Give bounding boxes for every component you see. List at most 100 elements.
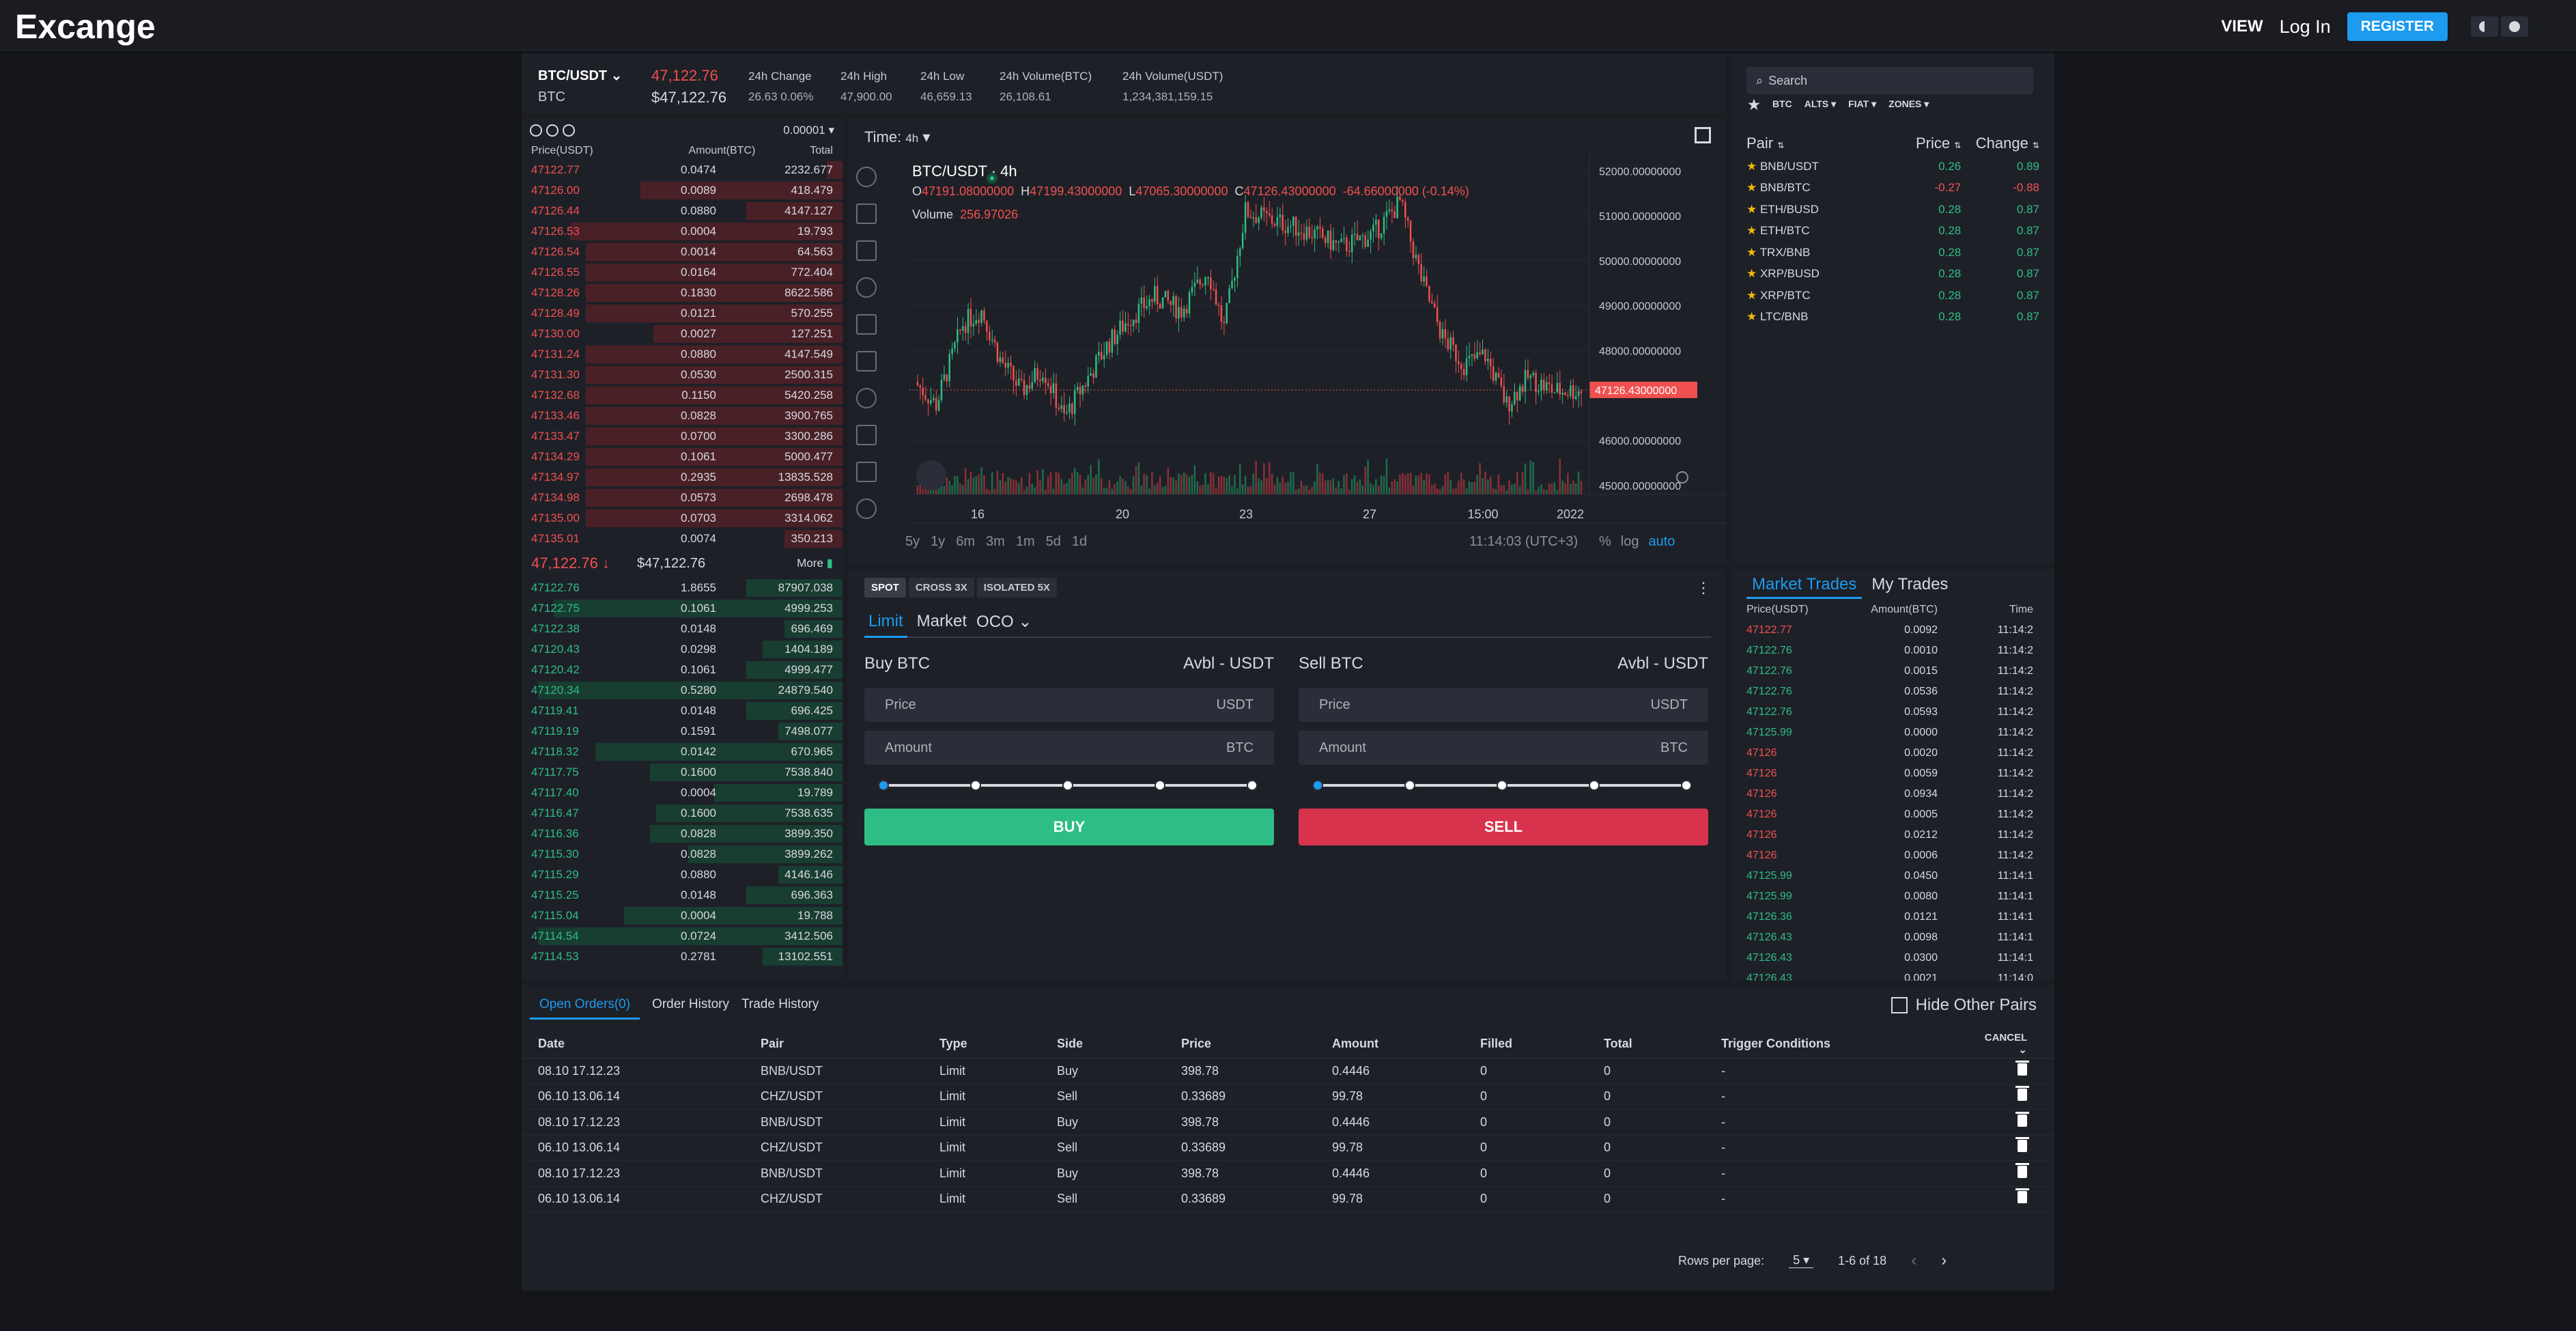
- orderbook-row[interactable]: 47114.54 0.0724 3412.506: [522, 926, 843, 947]
- orderbook-row[interactable]: 47120.34 0.5280 24879.540: [522, 680, 843, 701]
- trash-icon[interactable]: [2015, 1111, 2029, 1127]
- trash-icon[interactable]: [2015, 1162, 2029, 1178]
- register-button[interactable]: REGISTER: [2347, 12, 2448, 41]
- orderbook-row[interactable]: 47126.00 0.0089 418.479: [522, 180, 843, 201]
- tab-limit[interactable]: Limit: [864, 612, 907, 638]
- next-page-icon[interactable]: ›: [1941, 1251, 1947, 1270]
- percent-scale-toggle[interactable]: %: [1599, 534, 1611, 549]
- more-link[interactable]: More ▮: [797, 557, 833, 570]
- slider-step[interactable]: [1062, 780, 1073, 791]
- favorite-star-icon[interactable]: ★: [1746, 288, 1760, 302]
- orderbook-row[interactable]: 47126.53 0.0004 19.793: [522, 221, 843, 242]
- buy-amount-input[interactable]: Amount BTC: [864, 731, 1274, 765]
- buy-percent-slider[interactable]: [878, 779, 1258, 792]
- col-price[interactable]: Price ⇅: [1883, 135, 1961, 152]
- price-chart[interactable]: Time: 4h ▾ 52000.00000000 51000.00000000 5…: [848, 119, 1726, 564]
- tab-open-orders[interactable]: Open Orders(0): [530, 994, 640, 1020]
- orderbook-row[interactable]: 47128.26 0.1830 8622.586: [522, 283, 843, 303]
- market-row[interactable]: ★ XRP/BTC 0.28 0.87: [1731, 285, 2054, 307]
- range-5d[interactable]: 5d: [1045, 534, 1061, 549]
- orderbook-row[interactable]: 47119.41 0.0148 696.425: [522, 701, 843, 721]
- both-sides-icon[interactable]: [530, 124, 542, 137]
- tab-market-trades[interactable]: Market Trades: [1746, 575, 1863, 599]
- contrast-icon[interactable]: [2471, 16, 2498, 37]
- orderbook-row[interactable]: 47132.68 0.1150 5420.258: [522, 385, 843, 406]
- orderbook-row[interactable]: 47115.30 0.0828 3899.262: [522, 844, 843, 865]
- bids-only-icon[interactable]: [546, 124, 558, 137]
- slider-step[interactable]: [1247, 780, 1258, 791]
- star-icon[interactable]: ★: [1748, 98, 1760, 113]
- range-1y[interactable]: 1y: [931, 534, 946, 549]
- slider-step[interactable]: [1497, 780, 1508, 791]
- favorite-star-icon[interactable]: ★: [1746, 310, 1760, 324]
- favorite-star-icon[interactable]: ★: [1746, 202, 1760, 216]
- login-link[interactable]: Log In: [2279, 16, 2331, 37]
- tab-trade-history[interactable]: Trade History: [741, 997, 819, 1011]
- favorite-star-icon[interactable]: ★: [1746, 267, 1760, 281]
- orderbook-row[interactable]: 47115.29 0.0880 4146.146: [522, 865, 843, 885]
- orderbook-row[interactable]: 47119.19 0.1591 7498.077: [522, 721, 843, 742]
- market-row[interactable]: ★ LTC/BNB 0.28 0.87: [1731, 307, 2054, 328]
- tab-isolated[interactable]: ISOLATED 5X: [976, 578, 1057, 598]
- orderbook-row[interactable]: 47126.55 0.0164 772.404: [522, 262, 843, 283]
- brush-icon[interactable]: [856, 277, 877, 298]
- sell-amount-input[interactable]: Amount BTC: [1299, 731, 1708, 765]
- brand-logo[interactable]: Excange: [15, 8, 156, 46]
- tab-cross[interactable]: CROSS 3X: [908, 578, 974, 598]
- orderbook-row[interactable]: 47115.04 0.0004 19.788: [522, 906, 843, 926]
- rows-per-page-select[interactable]: 5 ▾: [1789, 1253, 1814, 1268]
- slider-step[interactable]: [1589, 780, 1600, 791]
- trash-icon[interactable]: [2015, 1188, 2029, 1204]
- cancel-all-menu[interactable]: CANCEL ⌄: [1984, 1032, 2027, 1056]
- asks-only-icon[interactable]: [563, 124, 575, 137]
- log-scale-toggle[interactable]: log: [1620, 534, 1639, 549]
- theme-toggle[interactable]: [2471, 16, 2528, 37]
- range-5y[interactable]: 5y: [905, 534, 920, 549]
- col-pair[interactable]: Pair ⇅: [1746, 135, 1883, 152]
- orderbook-row[interactable]: 47122.77 0.0474 2232.677: [522, 160, 843, 180]
- slider-handle[interactable]: [1312, 780, 1323, 791]
- auto-scale-toggle[interactable]: auto: [1648, 534, 1675, 549]
- favorite-star-icon[interactable]: ★: [1746, 181, 1760, 195]
- trash-icon[interactable]: [2015, 1137, 2029, 1153]
- measure-icon[interactable]: [856, 388, 877, 408]
- orderbook-row[interactable]: 47134.29 0.1061 5000.477: [522, 447, 843, 467]
- crosshair-icon[interactable]: [856, 167, 877, 187]
- pattern-icon[interactable]: [856, 351, 877, 372]
- filter-zones[interactable]: ZONES ▾: [1888, 98, 1929, 109]
- tab-market[interactable]: Market: [916, 612, 967, 630]
- orderbook-row[interactable]: 47117.40 0.0004 19.789: [522, 783, 843, 803]
- trend-line-icon[interactable]: [856, 204, 877, 224]
- orderbook-row[interactable]: 47135.01 0.0074 350.213: [522, 529, 843, 549]
- slider-step[interactable]: [1155, 780, 1165, 791]
- brightness-icon[interactable]: [2501, 16, 2528, 37]
- kebab-menu-icon[interactable]: ⋮: [1696, 579, 1711, 596]
- col-change[interactable]: Change ⇅: [1961, 135, 2039, 152]
- orderbook-row[interactable]: 47134.98 0.0573 2698.478: [522, 488, 843, 508]
- orderbook-row[interactable]: 47126.44 0.0880 4147.127: [522, 201, 843, 221]
- buy-price-input[interactable]: Price USDT: [864, 688, 1274, 722]
- market-row[interactable]: ★ XRP/BUSD 0.28 0.87: [1731, 264, 2054, 285]
- market-search-input[interactable]: ⌕ Search: [1746, 67, 2033, 94]
- orderbook-row[interactable]: 47131.30 0.0530 2500.315: [522, 365, 843, 385]
- orderbook-row[interactable]: 47122.75 0.1061 4999.253: [522, 598, 843, 619]
- favorite-star-icon[interactable]: ★: [1746, 159, 1760, 173]
- sell-price-input[interactable]: Price USDT: [1299, 688, 1708, 722]
- interval-selector[interactable]: Time: 4h ▾: [864, 128, 930, 146]
- slider-step[interactable]: [1681, 780, 1692, 791]
- orderbook-row[interactable]: 47131.24 0.0880 4147.549: [522, 344, 843, 365]
- checkbox-icon[interactable]: [1891, 997, 1908, 1013]
- orderbook-row[interactable]: 47122.76 1.8655 87907.038: [522, 578, 843, 598]
- orderbook-row[interactable]: 47117.75 0.1600 7538.840: [522, 762, 843, 783]
- orderbook-row[interactable]: 47120.43 0.0298 1404.189: [522, 639, 843, 660]
- slider-step[interactable]: [970, 780, 981, 791]
- orderbook-row[interactable]: 47114.53 0.2781 13102.551: [522, 947, 843, 967]
- fullscreen-icon[interactable]: [1695, 127, 1711, 143]
- view-menu[interactable]: VIEW: [2221, 17, 2263, 36]
- orderbook-row[interactable]: 47133.47 0.0700 3300.286: [522, 426, 843, 447]
- tab-spot[interactable]: SPOT: [864, 578, 906, 598]
- market-row[interactable]: ★ BNB/USDT 0.26 0.89: [1731, 156, 2054, 178]
- orderbook-row[interactable]: 47120.42 0.1061 4999.477: [522, 660, 843, 680]
- buy-button[interactable]: BUY: [864, 809, 1274, 845]
- market-row[interactable]: ★ TRX/BNB 0.28 0.87: [1731, 242, 2054, 264]
